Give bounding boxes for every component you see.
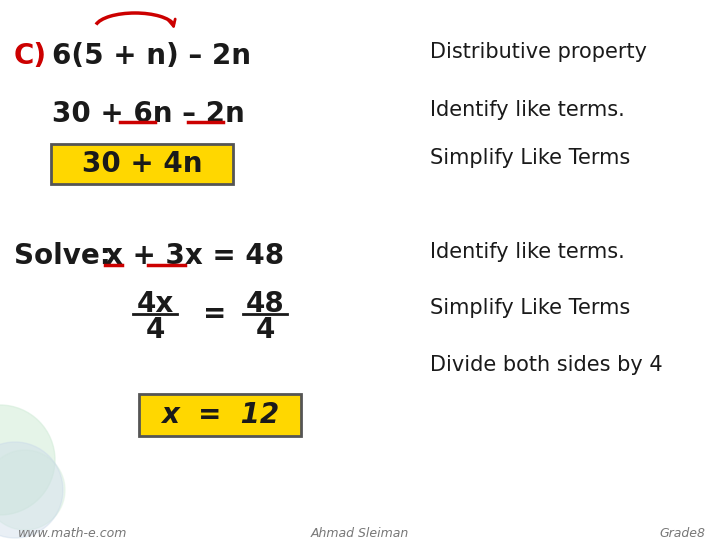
Text: 4: 4 (256, 316, 275, 344)
Text: 4: 4 (145, 316, 165, 344)
Text: Identify like terms.: Identify like terms. (430, 100, 625, 120)
Text: Divide both sides by 4: Divide both sides by 4 (430, 355, 662, 375)
Text: Solve:: Solve: (14, 242, 111, 270)
Text: 4x: 4x (136, 290, 174, 318)
Text: Distributive property: Distributive property (430, 42, 647, 62)
Circle shape (0, 405, 55, 515)
Text: Simplify Like Terms: Simplify Like Terms (430, 148, 630, 168)
FancyBboxPatch shape (51, 144, 233, 184)
Circle shape (0, 450, 65, 530)
Text: 30 + 6n – 2n: 30 + 6n – 2n (52, 100, 245, 128)
Text: Simplify Like Terms: Simplify Like Terms (430, 298, 630, 318)
Circle shape (0, 442, 63, 538)
Text: x + 3x = 48: x + 3x = 48 (105, 242, 284, 270)
Text: 6(5 + n) – 2n: 6(5 + n) – 2n (52, 42, 251, 70)
Text: Grade8: Grade8 (659, 527, 705, 540)
Text: 48: 48 (246, 290, 284, 318)
Text: C): C) (14, 42, 47, 70)
Text: Identify like terms.: Identify like terms. (430, 242, 625, 262)
Text: 30 + 4n: 30 + 4n (82, 150, 202, 178)
Text: =: = (203, 300, 227, 328)
FancyBboxPatch shape (139, 394, 301, 436)
Text: www.math-e.com: www.math-e.com (18, 527, 127, 540)
Text: x  =  12: x = 12 (161, 401, 279, 429)
Text: Ahmad Sleiman: Ahmad Sleiman (311, 527, 409, 540)
